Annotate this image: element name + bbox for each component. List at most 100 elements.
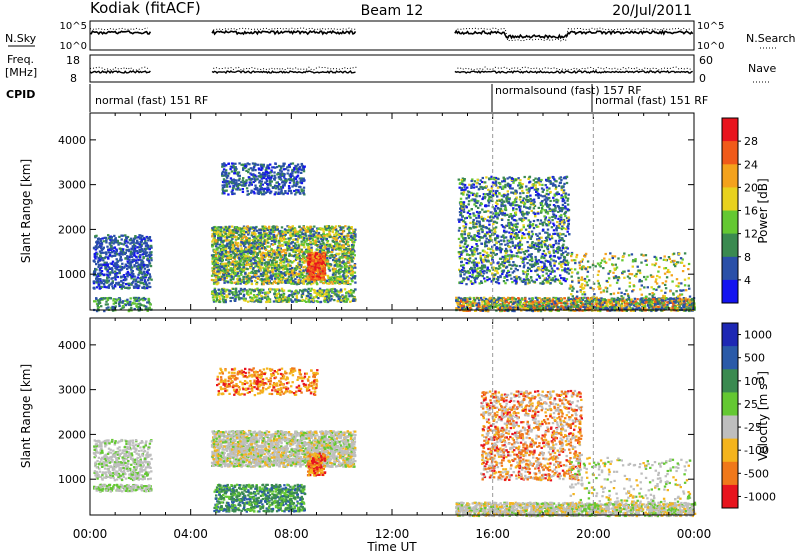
scatter-cell <box>95 310 99 313</box>
scatter-cell <box>246 228 249 231</box>
scatter-cell <box>215 296 218 299</box>
scatter-cell <box>221 252 224 255</box>
scatter-cell <box>256 238 259 241</box>
scatter-cell <box>250 191 253 194</box>
scatter-cell <box>257 257 260 260</box>
scatter-cell <box>277 192 281 195</box>
scatter-cell <box>116 275 120 279</box>
scatter-cell <box>250 177 253 180</box>
scatter-cell <box>343 264 347 267</box>
scatter-cell <box>140 240 143 243</box>
scatter-cell <box>232 187 235 190</box>
scatter-cell <box>146 301 149 304</box>
scatter-cell <box>128 286 131 289</box>
scatter-cell <box>307 262 310 265</box>
scatter-cell <box>135 278 138 281</box>
scatter-cell <box>294 254 297 257</box>
scatter-cell <box>149 245 152 248</box>
scatter-cell <box>105 261 108 264</box>
scatter-cell <box>339 270 342 274</box>
scatter-cell <box>114 264 117 267</box>
scatter-cell <box>458 255 461 259</box>
scatter-cell <box>282 272 285 275</box>
scatter-cell <box>253 247 256 250</box>
scatter-cell <box>292 260 296 263</box>
scatter-cell <box>246 252 249 255</box>
scatter-cell <box>326 274 330 277</box>
scatter-cell <box>284 251 288 254</box>
scatter-cell <box>266 277 269 280</box>
scatter-cell <box>312 275 315 278</box>
scatter-cell <box>247 300 250 303</box>
scatter-cell <box>292 282 295 285</box>
scatter-cell <box>322 272 325 276</box>
scatter-cell <box>282 180 285 183</box>
scatter-cell <box>215 272 218 275</box>
scatter-cell <box>265 241 268 244</box>
scatter-cell <box>107 249 110 252</box>
scatter-cell <box>312 300 315 304</box>
scatter-cell <box>252 235 255 239</box>
scatter-cell <box>222 168 226 171</box>
scatter-cell <box>303 165 306 168</box>
scatter-cell <box>318 262 321 265</box>
scatter-cell <box>118 247 121 250</box>
scatter-cell <box>305 269 308 272</box>
scatter-cell <box>147 268 150 272</box>
scatter-cell <box>302 269 305 272</box>
scatter-cell <box>347 251 351 254</box>
scatter-cell <box>504 254 507 257</box>
scatter-cell <box>338 225 342 228</box>
scatter-cell <box>148 261 151 264</box>
scatter-cell <box>246 250 249 253</box>
scatter-cell <box>260 283 264 286</box>
scatter-cell <box>349 238 353 241</box>
scatter-cell <box>240 229 243 232</box>
scatter-cell <box>345 300 348 303</box>
scatter-cell <box>342 238 345 241</box>
scatter-cell <box>298 263 301 266</box>
scatter-cell <box>262 254 265 257</box>
scatter-cell <box>275 264 278 267</box>
scatter-cell <box>107 286 110 289</box>
scatter-cell <box>290 246 294 249</box>
scatter-cell <box>228 256 231 259</box>
scatter-cell <box>221 291 224 294</box>
scatter-cell <box>95 302 99 305</box>
scatter-cell <box>271 261 274 264</box>
scatter-cell <box>213 287 217 290</box>
scatter-cell <box>267 166 270 169</box>
scatter-cell <box>252 166 256 169</box>
scatter-cell <box>266 165 270 168</box>
scatter-cell <box>354 228 357 231</box>
scatter-cell <box>113 254 117 257</box>
scatter-cell <box>261 291 264 294</box>
scatter-cell <box>266 237 270 240</box>
scatter-cell <box>231 292 234 295</box>
scatter-cell <box>327 244 330 247</box>
scatter-cell <box>279 238 283 241</box>
freq-top-tick: 18 <box>66 54 80 67</box>
scatter-cell <box>263 240 266 243</box>
scatter-cell <box>234 162 237 165</box>
scatter-cell <box>316 271 320 274</box>
scatter-cell <box>130 271 134 275</box>
scatter-cell <box>312 252 315 255</box>
scatter-cell <box>300 264 303 267</box>
scatter-cell <box>213 274 217 277</box>
scatter-cell <box>340 246 343 249</box>
scatter-cell <box>286 269 289 272</box>
scatter-cell <box>226 269 230 272</box>
scatter-cell <box>257 300 260 303</box>
scatter-cell <box>272 272 275 275</box>
scatter-cell <box>273 240 276 243</box>
scatter-cell <box>249 271 253 274</box>
scatter-cell <box>215 260 218 263</box>
scatter-cell <box>295 184 298 188</box>
scatter-cell <box>112 298 115 301</box>
scatter-cell <box>261 259 264 262</box>
scatter-cell <box>299 269 302 272</box>
scatter-cell <box>338 282 341 285</box>
scatter-cell <box>341 294 344 297</box>
scatter-cell <box>272 239 276 242</box>
